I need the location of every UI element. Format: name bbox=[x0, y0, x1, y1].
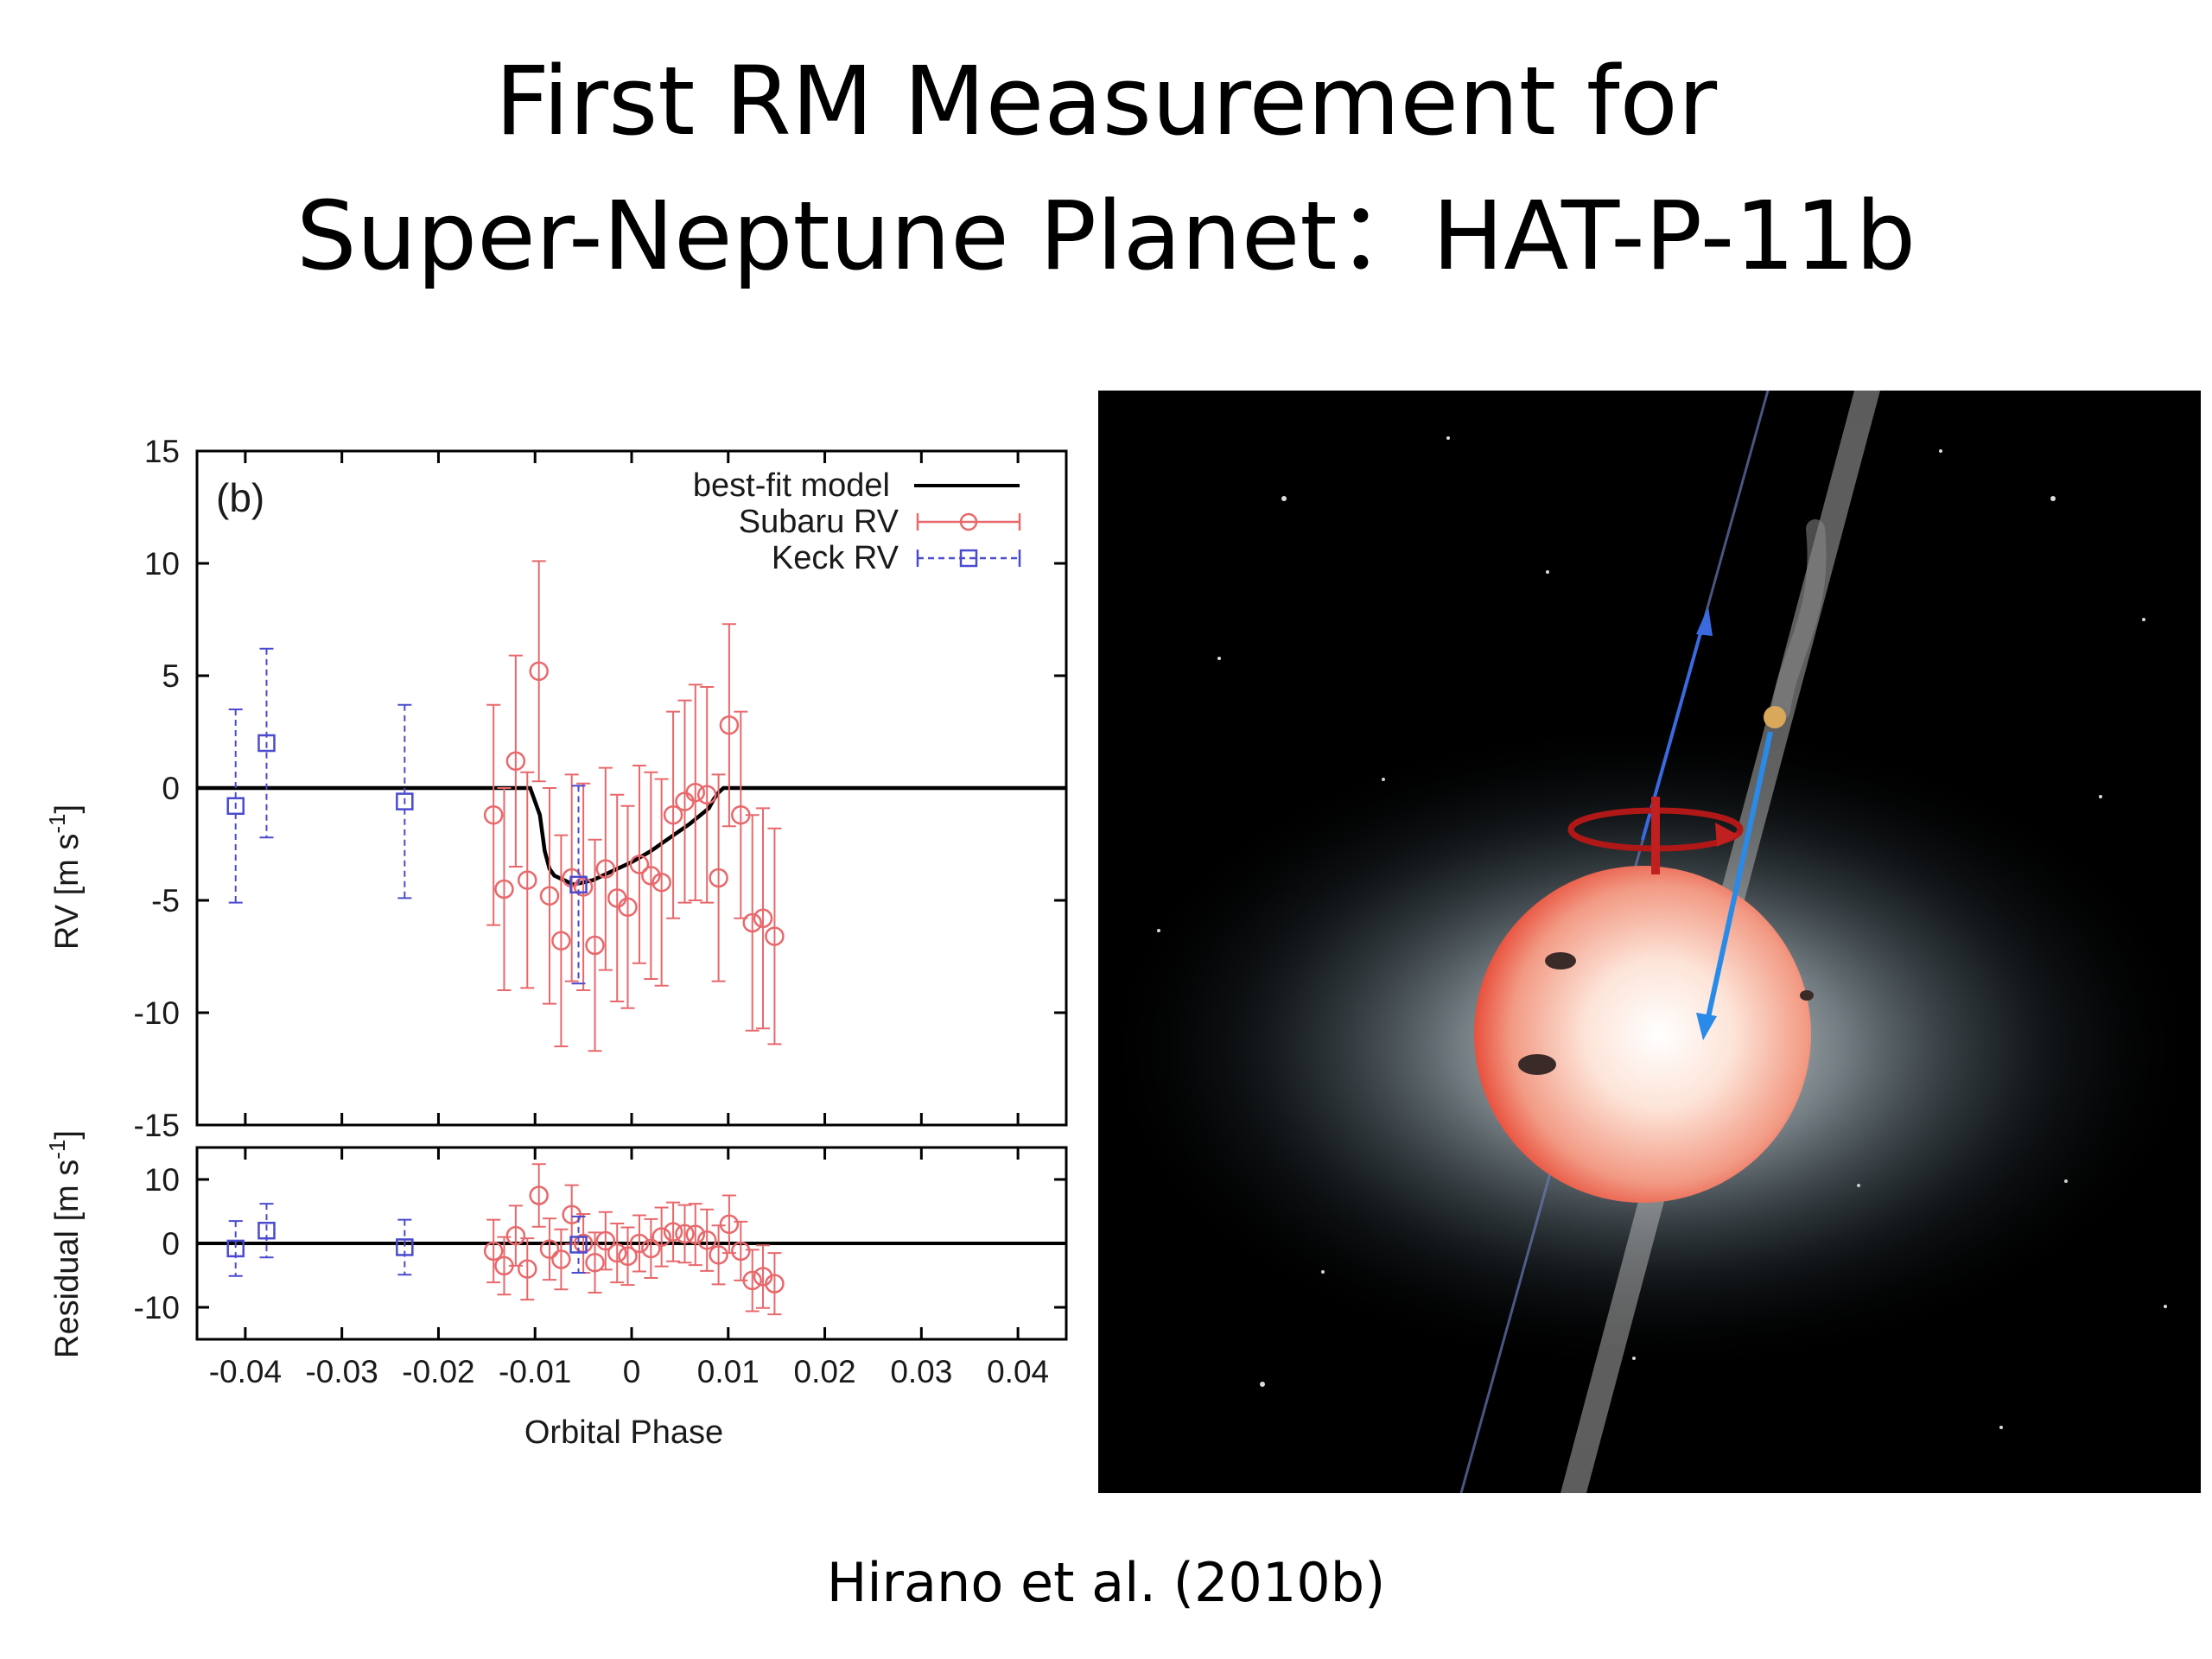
keck-rv-point bbox=[257, 734, 276, 753]
subaru-rv-point bbox=[573, 877, 594, 897]
subaru-rv-point bbox=[529, 661, 549, 682]
subaru-rv-point bbox=[685, 782, 706, 803]
subaru-residual-point bbox=[696, 1230, 717, 1250]
subaru-rv-point bbox=[629, 855, 650, 874]
residual-y-tick-label: 0 bbox=[162, 1226, 180, 1262]
subaru-residual-point bbox=[731, 1241, 751, 1262]
residual-y-tick-label: -10 bbox=[134, 1290, 180, 1325]
rv-y-tick-label: 5 bbox=[162, 658, 180, 694]
legend-swatch-keck bbox=[916, 549, 1021, 568]
legend: best-fit model Subaru RV Keck RV bbox=[693, 467, 1021, 576]
x-tick-label: -0.01 bbox=[499, 1354, 571, 1389]
residual-y-tick-label: 10 bbox=[144, 1162, 180, 1198]
orbit-arrow-icon bbox=[1696, 731, 1773, 1040]
legend-label-subaru: Subaru RV bbox=[739, 504, 899, 540]
x-tick-label: -0.03 bbox=[305, 1354, 378, 1389]
x-tick-label: -0.02 bbox=[402, 1354, 474, 1389]
x-tick-label: 0.02 bbox=[794, 1354, 856, 1389]
subaru-residual-point bbox=[641, 1238, 661, 1259]
subaru-rv-point bbox=[753, 908, 773, 929]
subaru-residual-point bbox=[529, 1185, 549, 1205]
residual-y-axis-title: Residual [m s-1] bbox=[44, 1130, 86, 1358]
x-axis-title: Orbital Phase bbox=[524, 1414, 723, 1451]
x-tick-label: 0.03 bbox=[890, 1354, 952, 1389]
subaru-rv-point bbox=[709, 868, 728, 888]
subaru-rv-point bbox=[652, 872, 671, 893]
legend-label-model: best-fit model bbox=[693, 467, 890, 504]
panel-label: (b) bbox=[216, 475, 264, 520]
rv-y-tick-label: 0 bbox=[162, 771, 180, 806]
subaru-residual-point bbox=[483, 1241, 504, 1262]
artist-illustration bbox=[1098, 391, 2201, 1493]
keck-rv-point bbox=[396, 792, 414, 810]
subaru-rv-point bbox=[494, 879, 514, 899]
subaru-rv-point bbox=[483, 804, 504, 825]
keck-residual-point bbox=[396, 1238, 414, 1256]
rv-y-tick-label: -5 bbox=[151, 883, 180, 918]
subaru-rv-point bbox=[765, 926, 785, 946]
rv-y-tick-label: 15 bbox=[144, 434, 180, 469]
subaru-residual-point bbox=[551, 1249, 571, 1269]
subaru-rv-point bbox=[618, 897, 638, 918]
x-tick-label: 0 bbox=[623, 1354, 641, 1389]
subaru-rv-point bbox=[518, 870, 537, 890]
x-tick-label: 0.04 bbox=[987, 1354, 1049, 1389]
subaru-residual-point bbox=[505, 1225, 526, 1246]
subaru-rv-point bbox=[585, 935, 605, 956]
spin-arrow-icon bbox=[1567, 797, 1744, 874]
keck-rv-point bbox=[569, 875, 588, 894]
starspots bbox=[1518, 952, 1814, 1075]
star-icon bbox=[1474, 866, 1811, 1203]
subaru-residual-point bbox=[585, 1252, 605, 1273]
subaru-rv-point bbox=[595, 859, 616, 879]
subaru-residual-point bbox=[607, 1243, 627, 1263]
rv-chart: 15 10 5 0 -5 -10 -15 10 0 -10 -0.04 -0.03 -0.02 -0.0… bbox=[44, 434, 1068, 1451]
subaru-rv-point bbox=[505, 751, 526, 772]
slide-title-line-1: First RM Measurement for bbox=[494, 46, 1718, 156]
legend-label-keck: Keck RV bbox=[772, 540, 899, 576]
subaru-residual-point bbox=[685, 1224, 706, 1244]
subaru-rv-point bbox=[641, 866, 661, 886]
subaru-residual-point bbox=[719, 1214, 740, 1235]
keck-rv-point bbox=[226, 797, 245, 816]
rv-y-axis-title: RV [m s-1] bbox=[44, 804, 86, 950]
planet-icon bbox=[1764, 706, 1786, 728]
subaru-residual-point bbox=[742, 1270, 762, 1291]
figure-citation: Hirano et al. (2010b) bbox=[826, 1551, 1386, 1614]
subaru-residual-point bbox=[595, 1230, 616, 1251]
subaru-rv-point bbox=[539, 886, 560, 906]
subaru-residual-point bbox=[709, 1245, 728, 1265]
x-tick-label: 0.01 bbox=[697, 1354, 760, 1389]
subaru-residual-point bbox=[518, 1259, 537, 1279]
subaru-rv-point bbox=[551, 931, 571, 951]
keck-residual-point bbox=[569, 1236, 588, 1254]
rv-y-tick-label: -10 bbox=[134, 995, 180, 1031]
subaru-residual-point bbox=[663, 1222, 683, 1242]
keck-residual-point bbox=[226, 1239, 245, 1258]
slide-title-line-2: Super-Neptune Planet：HAT-P-11b bbox=[296, 181, 1916, 291]
rv-y-tick-label: -15 bbox=[134, 1108, 180, 1143]
subaru-rv-point bbox=[719, 715, 740, 735]
subaru-rv-point bbox=[663, 804, 683, 825]
subaru-residual-point bbox=[765, 1274, 785, 1294]
subaru-rv-point bbox=[696, 785, 717, 805]
subaru-residual-point bbox=[539, 1239, 560, 1259]
subaru-residual-point bbox=[652, 1227, 671, 1247]
subaru-residual-point bbox=[629, 1233, 650, 1254]
planet-tail bbox=[1771, 519, 1827, 720]
keck-residual-point bbox=[257, 1221, 276, 1240]
x-tick-label: -0.04 bbox=[209, 1354, 282, 1389]
subaru-residual-point bbox=[618, 1246, 638, 1267]
subaru-residual-point bbox=[675, 1224, 695, 1244]
rv-y-tick-label: 10 bbox=[144, 546, 180, 582]
subaru-rv-point bbox=[742, 912, 762, 933]
legend-swatch-subaru bbox=[916, 512, 1021, 531]
